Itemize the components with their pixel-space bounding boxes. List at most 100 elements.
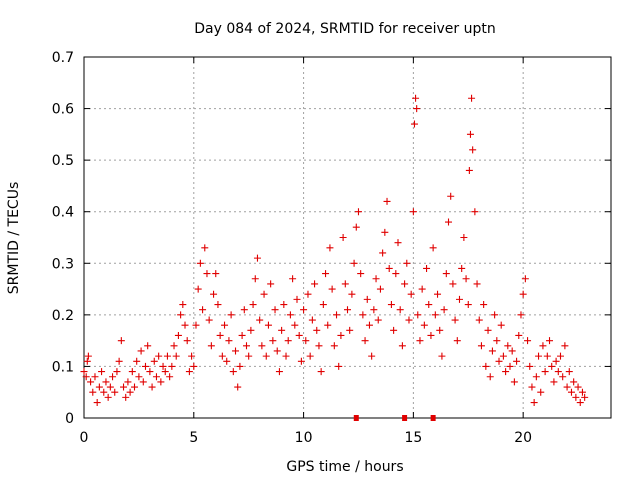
- data-point: [194, 285, 202, 293]
- data-point: [543, 352, 551, 360]
- data-point: [315, 342, 323, 350]
- y-tick-label: 0.6: [52, 102, 74, 118]
- data-point: [291, 321, 299, 329]
- data-point: [304, 290, 312, 298]
- data-point: [286, 311, 294, 319]
- data-point: [82, 373, 90, 381]
- data-point: [89, 388, 97, 396]
- data-point: [120, 383, 128, 391]
- data-point: [264, 321, 272, 329]
- data-point: [541, 368, 549, 376]
- data-point: [210, 290, 218, 298]
- data-point: [361, 337, 369, 345]
- data-point: [177, 311, 185, 319]
- data-point: [100, 388, 108, 396]
- x-tick-labels: 0 5 10 15 20: [80, 430, 533, 446]
- y-tick-label: 0.1: [52, 359, 74, 375]
- data-point: [416, 337, 424, 345]
- data-point: [346, 326, 354, 334]
- data-point: [436, 326, 444, 334]
- data-point: [368, 352, 376, 360]
- data-point: [563, 383, 571, 391]
- data-point: [306, 352, 314, 360]
- y-tick-label: 0.3: [52, 256, 74, 272]
- data-point: [407, 290, 415, 298]
- data-point: [493, 337, 501, 345]
- gap-marker: [430, 415, 436, 421]
- data-point: [185, 368, 193, 376]
- data-point: [445, 218, 453, 226]
- data-point: [124, 378, 132, 386]
- data-point: [113, 368, 121, 376]
- data-point: [227, 311, 235, 319]
- data-point: [405, 316, 413, 324]
- data-point: [556, 352, 564, 360]
- data-point: [205, 316, 213, 324]
- data-point: [80, 368, 88, 376]
- data-point: [548, 362, 556, 370]
- data-point: [521, 275, 529, 283]
- y-axis-label: SRMTID / TECUs: [6, 182, 22, 295]
- data-point: [236, 362, 244, 370]
- data-point: [253, 254, 261, 262]
- data-point: [168, 362, 176, 370]
- data-point: [141, 362, 149, 370]
- data-point: [262, 352, 270, 360]
- data-point: [413, 105, 421, 113]
- data-point: [412, 94, 420, 102]
- data-point: [438, 352, 446, 360]
- data-point: [330, 342, 338, 350]
- data-point: [144, 342, 152, 350]
- data-point: [517, 311, 525, 319]
- data-point: [225, 337, 233, 345]
- data-point: [423, 264, 431, 272]
- data-point: [203, 270, 211, 278]
- grid: [84, 57, 611, 418]
- data-point: [339, 234, 347, 241]
- data-point: [539, 342, 547, 350]
- data-point: [528, 383, 536, 391]
- data-point: [188, 352, 196, 360]
- data-point: [91, 373, 99, 381]
- data-point: [275, 368, 283, 376]
- data-point: [324, 321, 332, 329]
- data-point: [350, 259, 358, 267]
- data-point: [418, 285, 426, 293]
- data-point: [372, 275, 380, 283]
- data-point: [495, 357, 503, 365]
- data-point: [98, 368, 106, 376]
- data-point: [524, 337, 532, 345]
- data-point: [348, 290, 356, 298]
- data-point: [440, 306, 448, 314]
- x-tick-label: 10: [295, 430, 313, 446]
- data-point: [273, 347, 281, 355]
- data-point: [240, 306, 248, 314]
- data-point: [570, 378, 578, 386]
- data-point: [109, 373, 117, 381]
- data-point: [477, 342, 485, 350]
- data-point: [150, 357, 158, 365]
- data-point: [396, 306, 404, 314]
- data-point: [317, 368, 325, 376]
- data-point: [550, 378, 558, 386]
- axis-ticks: [83, 56, 611, 419]
- data-point: [554, 368, 562, 376]
- data-point: [247, 326, 255, 334]
- data-point: [258, 342, 266, 350]
- data-point: [532, 373, 540, 381]
- data-point: [135, 373, 143, 381]
- data-point: [117, 337, 125, 345]
- data-point: [308, 316, 316, 324]
- data-point: [115, 357, 123, 365]
- data-point: [462, 275, 470, 283]
- data-point: [152, 373, 160, 381]
- data-point: [429, 244, 437, 252]
- data-point: [297, 357, 305, 365]
- data-point: [420, 321, 428, 329]
- data-point: [451, 316, 459, 324]
- data-point: [111, 388, 119, 396]
- data-point: [449, 280, 457, 288]
- x-tick-label: 5: [189, 430, 198, 446]
- data-point: [102, 378, 110, 386]
